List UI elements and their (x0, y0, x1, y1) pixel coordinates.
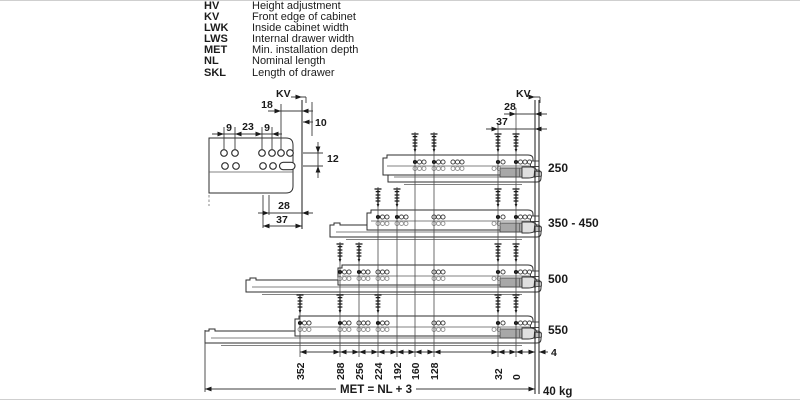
legend-row: MET Min. installation depth (204, 45, 358, 56)
legend-abbr: NL (204, 55, 219, 68)
legend-row: NL Nominal length (204, 56, 358, 67)
dim-4: 4 (551, 347, 557, 359)
dim-0: 0 (511, 374, 523, 380)
dim-12: 12 (327, 153, 339, 165)
length-label-250: 250 (548, 161, 568, 175)
kv-label-left: KV (276, 88, 291, 100)
length-label-350-450: 350 - 450 (548, 216, 599, 230)
latch-block (499, 222, 523, 233)
dim-18: 18 (261, 99, 273, 111)
legend-row: LWK Inside cabinet width (204, 23, 358, 34)
bracket-extension-lines (223, 100, 313, 229)
dim-23: 23 (242, 121, 254, 133)
dim-128: 128 (429, 362, 441, 380)
legend-desc: Inside cabinet width (252, 22, 349, 35)
legend-desc: Height adjustment (252, 0, 341, 12)
front-bracket-detail: KV 18 10 9 23 9 12 (208, 88, 339, 229)
dim-32: 32 (493, 368, 505, 380)
dim-160: 160 (410, 362, 422, 380)
legend-desc: Internal drawer width (252, 33, 355, 46)
hole-position-labels: 352 288 256 224 192 160 128 32 0 (295, 362, 523, 380)
legend: HV Height adjustment KV Front edge of ca… (204, 0, 358, 79)
legend-desc: Front edge of cabinet (252, 11, 356, 24)
latch-block (499, 167, 523, 178)
bracket-slot-hole (278, 161, 296, 171)
dim-9-right: 9 (264, 122, 270, 134)
legend-row: KV Front edge of cabinet (204, 11, 358, 24)
slide-length-diagram: KV 28 37 250 350 - 450 500 550 (204, 88, 599, 398)
dim-352: 352 (295, 362, 307, 380)
latch-block (499, 277, 523, 288)
slide-row-250 (382, 154, 542, 185)
page-rule-top (0, 0, 800, 1)
slide-row-550 (204, 315, 542, 346)
legend-abbr: LWK (204, 22, 229, 35)
cabinet-front-edge-line (534, 100, 540, 394)
legend-row: HV Height adjustment (204, 0, 358, 12)
kv-label-right: KV (516, 88, 531, 100)
legend-abbr: HV (204, 0, 220, 12)
dim-28-left: 28 (278, 200, 290, 212)
legend-abbr: MET (204, 44, 228, 57)
rail-holes (297, 320, 533, 332)
dim-224: 224 (373, 362, 385, 380)
legend-desc: Length of drawer (252, 66, 335, 79)
dim-28-right: 28 (504, 101, 516, 113)
legend-abbr: LWS (204, 33, 228, 46)
dim-37-right: 37 (496, 116, 508, 128)
dim-10: 10 (315, 117, 327, 129)
cabinet-rail (294, 315, 534, 337)
dim-192: 192 (392, 362, 404, 380)
dim-256: 256 (354, 362, 366, 380)
rail-holes (375, 214, 533, 226)
load-rating: 40 kg (543, 386, 572, 398)
length-label-550: 550 (548, 323, 568, 337)
legend-abbr: SKL (204, 66, 226, 79)
dim-288: 288 (335, 362, 347, 380)
dim-37-left: 37 (276, 214, 288, 226)
legend-row: SKL Length of drawer (204, 66, 358, 79)
length-label-500: 500 (548, 272, 568, 286)
legend-desc: Min. installation depth (252, 44, 359, 57)
met-formula: MET = NL + 3 (340, 384, 412, 396)
legend-abbr: KV (204, 11, 220, 24)
slide-row-500 (245, 264, 542, 295)
legend-row: LWS Internal drawer width (204, 34, 358, 45)
dim-9-left: 9 (226, 122, 232, 134)
legend-desc: Nominal length (252, 55, 326, 68)
latch-block (499, 328, 523, 339)
slide-row-350-450 (329, 209, 542, 240)
